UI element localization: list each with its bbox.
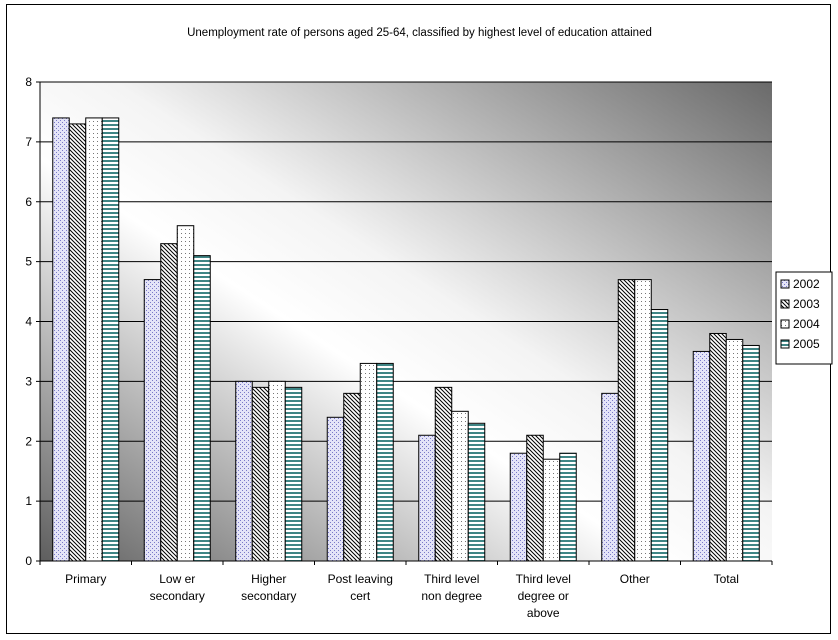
x-tick-label: Higher secondary	[241, 572, 296, 603]
bar-2004	[634, 279, 652, 562]
legend-label: 2005	[793, 337, 820, 351]
bar-2002	[418, 434, 436, 562]
chart-title: Unemployment rate of persons aged 25-64,…	[187, 27, 652, 39]
bar-2005	[650, 309, 669, 562]
bar-2002	[52, 117, 70, 562]
legend: 2002 2003 2004 2005	[775, 271, 833, 365]
legend-swatch-2005	[780, 339, 790, 349]
bar-2005	[284, 386, 303, 562]
y-tick-label: 5	[25, 255, 32, 269]
x-tick-label: Total	[714, 572, 739, 586]
axes: 0 1 2 3 4 5 6 7 8 Primary Low er secondary Higher sec…	[25, 75, 773, 620]
legend-swatch-2002	[780, 279, 790, 289]
bar-2005	[376, 362, 394, 562]
bar-2002	[509, 452, 528, 562]
bar-2004	[451, 410, 469, 562]
bar-2003	[617, 279, 636, 562]
bar-2003	[526, 434, 544, 562]
x-tick-label: Other	[620, 572, 650, 586]
legend-label: 2003	[793, 297, 820, 311]
y-tick-label: 0	[25, 554, 32, 568]
bar-2005	[193, 255, 211, 562]
bar-2005	[467, 422, 486, 562]
bar-2002	[692, 350, 711, 562]
legend-label: 2004	[793, 317, 820, 331]
x-tick-label: Low er secondary	[150, 572, 205, 603]
bar-2003	[251, 386, 270, 562]
y-tick-label: 1	[25, 494, 32, 508]
x-tick-label: Primary	[65, 572, 106, 586]
bar-2003	[709, 332, 727, 562]
bar-2003	[160, 243, 178, 562]
bar-2005	[742, 344, 760, 562]
bar-2004	[268, 380, 286, 562]
bar-2004	[85, 117, 103, 562]
x-tick-label: Post leaving cert	[328, 572, 393, 603]
bar-2002	[143, 279, 162, 562]
y-tick-label: 7	[25, 135, 32, 149]
bar-2004	[542, 458, 561, 562]
bar-2004	[176, 225, 195, 562]
legend-swatch-2003	[780, 299, 790, 309]
y-tick-label: 2	[25, 434, 32, 448]
bar-2005	[559, 452, 577, 562]
bar-2003	[434, 386, 453, 562]
legend-swatch-2004	[780, 319, 790, 329]
legend-label: 2002	[793, 277, 820, 291]
bar-2003	[68, 123, 87, 562]
y-tick-label: 6	[25, 195, 32, 209]
bar-2004	[725, 338, 744, 562]
bar-2005	[101, 117, 120, 562]
bar-2002	[326, 416, 345, 562]
bar-2003	[343, 392, 361, 562]
bar-2002	[601, 392, 619, 562]
bar-2002	[235, 380, 253, 562]
y-tick-label: 8	[25, 75, 32, 89]
bar-2004	[359, 362, 378, 562]
y-tick-label: 3	[25, 374, 32, 388]
y-tick-label: 4	[25, 315, 32, 329]
x-tick-label: Third level non degree	[421, 572, 482, 603]
x-tick-label: Third level degree or above	[516, 572, 571, 620]
